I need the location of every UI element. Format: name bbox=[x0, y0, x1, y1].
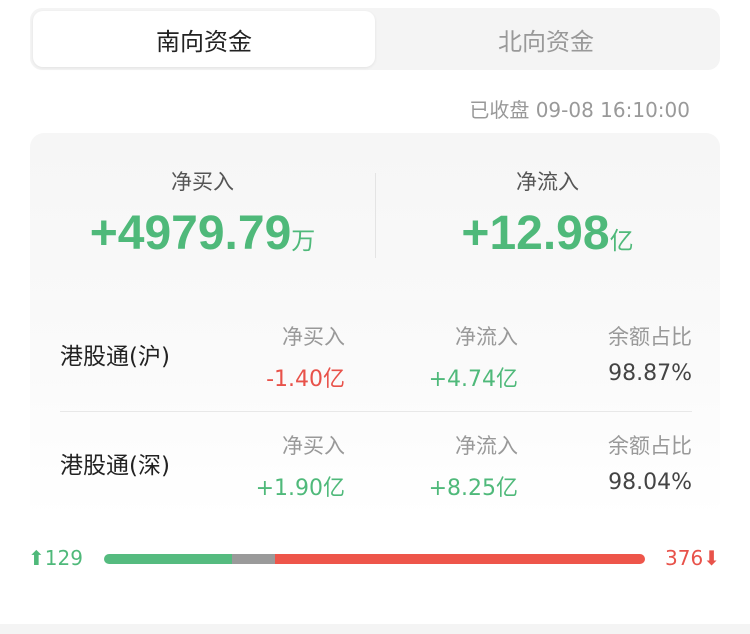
up-count: ⬆129 bbox=[28, 546, 83, 570]
net-buy-unit: 万 bbox=[291, 228, 316, 255]
net-inflow-unit: 亿 bbox=[609, 228, 634, 255]
ratio-header: 余额占比 bbox=[608, 325, 692, 349]
bar-flat-segment bbox=[232, 554, 275, 564]
down-count: 376⬇ bbox=[665, 546, 720, 570]
row-name: 港股通(沪) bbox=[60, 344, 170, 370]
net-buy-cell: +1.90亿 bbox=[255, 476, 345, 501]
net-inflow-label: 净流入 bbox=[516, 170, 579, 194]
arrow-up-icon: ⬆ bbox=[28, 546, 45, 570]
net-inflow-header: 净流入 bbox=[455, 325, 518, 349]
divider bbox=[375, 173, 376, 258]
ratio-cell: 98.04% bbox=[608, 470, 692, 495]
net-buy-header: 净买入 bbox=[282, 434, 345, 458]
breadth-bar bbox=[104, 554, 645, 564]
net-inflow-cell: +4.74亿 bbox=[428, 367, 518, 392]
net-inflow-summary: 净流入 +12.98亿 bbox=[375, 133, 720, 261]
net-buy-header: 净买入 bbox=[282, 325, 345, 349]
net-inflow-header: 净流入 bbox=[455, 434, 518, 458]
net-buy-value: +4979.79 bbox=[89, 207, 292, 260]
down-count-value: 376 bbox=[665, 546, 704, 570]
capital-flow-card: 净买入 +4979.79万 净流入 +12.98亿 港股通(沪) 净买入 -1.4… bbox=[30, 133, 720, 518]
table-row[interactable]: 港股通(深) 净买入 +1.90亿 净流入 +8.25亿 余额占比 98.04% bbox=[60, 412, 692, 520]
net-buy-summary: 净买入 +4979.79万 bbox=[30, 133, 375, 261]
net-buy-label: 净买入 bbox=[171, 170, 234, 194]
net-inflow-value: +12.98 bbox=[461, 207, 610, 260]
up-count-value: 129 bbox=[44, 546, 83, 570]
net-inflow-cell: +8.25亿 bbox=[428, 476, 518, 501]
market-tabs: 南向资金 北向资金 bbox=[30, 8, 720, 70]
ratio-header: 余额占比 bbox=[608, 434, 692, 458]
market-status: 已收盘 09-08 16:10:00 bbox=[469, 98, 690, 122]
bar-down-segment bbox=[274, 554, 645, 564]
arrow-down-icon: ⬇ bbox=[703, 546, 720, 570]
ratio-cell: 98.87% bbox=[608, 361, 692, 386]
tab-northbound[interactable]: 北向资金 bbox=[498, 27, 594, 56]
net-buy-cell: -1.40亿 bbox=[266, 367, 345, 392]
row-divider bbox=[60, 411, 692, 412]
tab-southbound[interactable]: 南向资金 bbox=[33, 11, 375, 67]
table-row[interactable]: 港股通(沪) 净买入 -1.40亿 净流入 +4.74亿 余额占比 98.87% bbox=[60, 303, 692, 411]
row-name: 港股通(深) bbox=[60, 453, 170, 479]
bar-up-segment bbox=[104, 554, 233, 564]
footer-separator bbox=[0, 624, 750, 634]
